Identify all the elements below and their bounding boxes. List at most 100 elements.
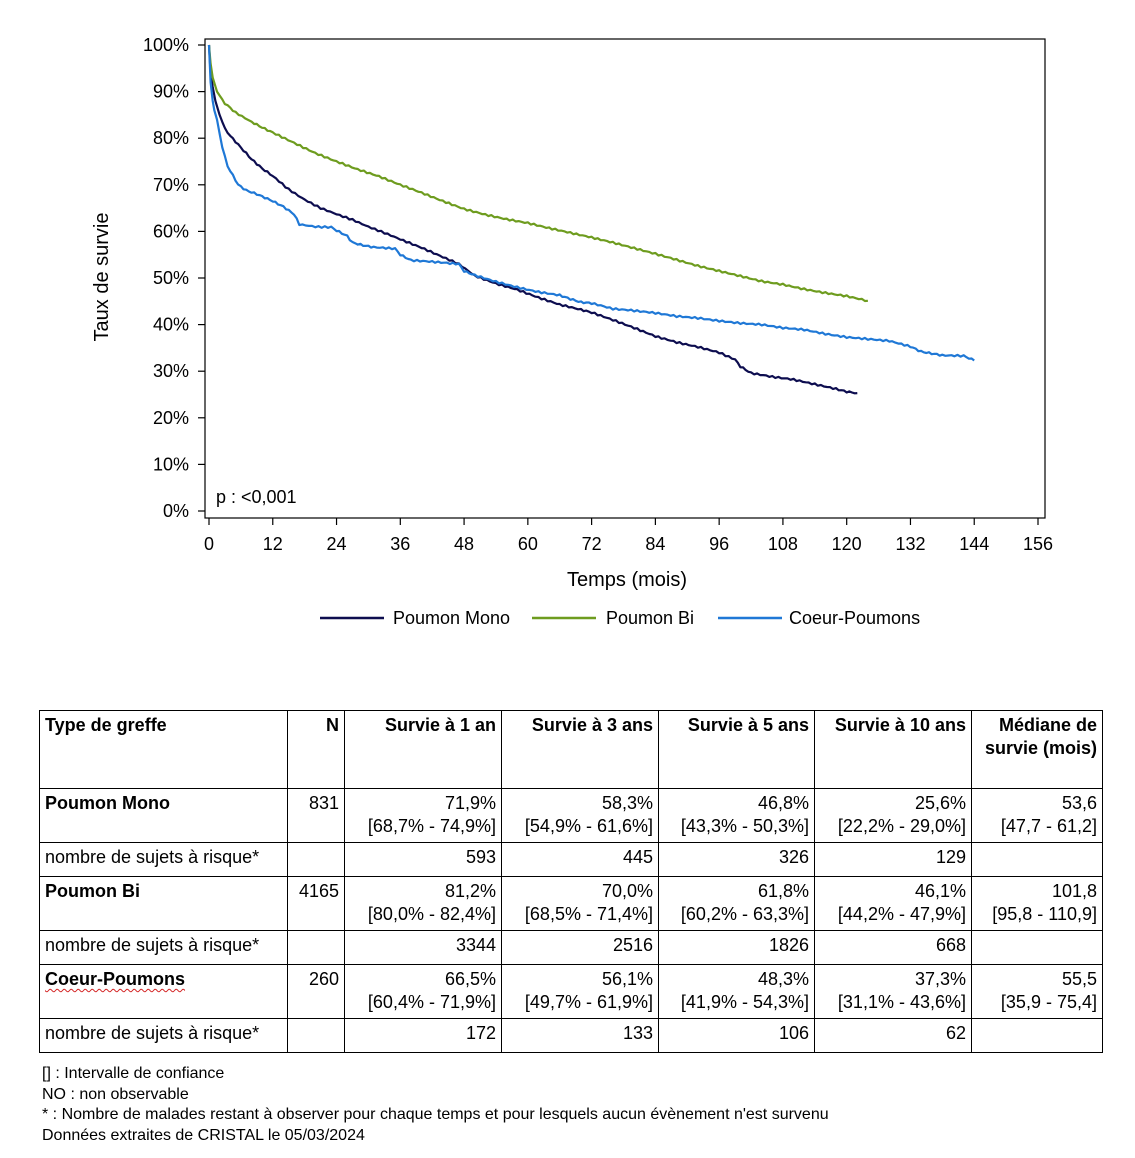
legend-label: Poumon Mono: [393, 608, 510, 628]
plot-frame: [204, 38, 1046, 519]
at-risk-10y: 62: [814, 1018, 972, 1053]
x-tick-label: 156: [1023, 534, 1053, 554]
cell-survival-5y: 48,3% [41,9% - 54,3%]: [658, 964, 815, 1019]
at-risk-1y: 172: [344, 1018, 502, 1053]
value: 53,6: [1061, 793, 1097, 813]
header-survival-5y: Survie à 5 ans: [658, 710, 815, 789]
cell-median: 55,5 [35,9 - 75,4]: [971, 964, 1103, 1019]
cell-survival-1y: 66,5% [60,4% - 71,9%]: [344, 964, 502, 1019]
at-risk-1y: 593: [344, 842, 502, 877]
series-line-coeur-poumons: [207, 44, 975, 362]
value: 46,1%: [914, 881, 966, 901]
header-survival-10y: Survie à 10 ans: [814, 710, 972, 789]
header-n: N: [287, 710, 345, 789]
y-tick-label: 10%: [153, 454, 189, 474]
x-tick-label: 24: [327, 534, 347, 554]
confidence-interval: [68,7% - 74,9%]: [367, 816, 496, 836]
x-tick-label: 12: [263, 534, 283, 554]
survival-chart: 0% 10% 20% 30% 40% 50% 60% 70% 80% 90% 100% 0 12 24 3…: [91, 35, 1053, 628]
value: 81,2%: [444, 881, 496, 901]
x-tick-label: 84: [645, 534, 665, 554]
value: 37,3%: [914, 969, 966, 989]
at-risk-3y: 2516: [501, 930, 659, 965]
cell-survival-10y: 37,3% [31,1% - 43,6%]: [814, 964, 972, 1019]
confidence-interval: [31,1% - 43,6%]: [837, 992, 966, 1012]
cell-median: 101,8 [95,8 - 110,9]: [971, 876, 1103, 931]
y-axis-label: Taux de survie: [91, 213, 113, 342]
value: 70,0%: [601, 881, 653, 901]
confidence-interval: [41,9% - 54,3%]: [680, 992, 809, 1012]
confidence-interval: [54,9% - 61,6%]: [524, 816, 653, 836]
y-tick-label: 60%: [153, 221, 189, 241]
cell-empty: [971, 842, 1103, 877]
confidence-interval: [95,8 - 110,9]: [992, 904, 1097, 924]
legend-label: Poumon Bi: [606, 608, 694, 628]
cell-empty: [287, 930, 345, 965]
at-risk-label: nombre de sujets à risque*: [39, 930, 288, 965]
at-risk-label: nombre de sujets à risque*: [39, 1018, 288, 1053]
value: 58,3%: [601, 793, 653, 813]
x-tick-label: 108: [768, 534, 798, 554]
y-tick-label: 100%: [143, 35, 189, 55]
cell-n: 260: [287, 964, 345, 1019]
value: 101,8: [1051, 881, 1097, 901]
series-lines: [207, 44, 975, 395]
cell-n: 831: [287, 788, 345, 843]
x-tick-label: 120: [832, 534, 862, 554]
at-risk-5y: 1826: [658, 930, 815, 965]
y-tick-label: 30%: [153, 361, 189, 381]
confidence-interval: [47,7 - 61,2]: [1000, 816, 1097, 836]
confidence-interval: [49,7% - 61,9%]: [524, 992, 653, 1012]
value: 48,3%: [757, 969, 809, 989]
cell-survival-3y: 70,0% [68,5% - 71,4%]: [501, 876, 659, 931]
y-tick-label: 90%: [153, 82, 189, 102]
y-axis: 0% 10% 20% 30% 40% 50% 60% 70% 80% 90% 100%: [143, 35, 205, 521]
value: 25,6%: [914, 793, 966, 813]
table-row-coeur-poumons: Coeur-Poumons 260 66,5% [60,4% - 71,9%] 5…: [39, 964, 1103, 1019]
x-axis: 0 12 24 36 48 60 72 84 96 108 120 132 144 156: [204, 518, 1053, 554]
series-line-poumon-mono: [207, 44, 858, 395]
footnotes: [] : Intervalle de confiance NO : non ob…: [42, 1064, 829, 1146]
table-header-row: Type de greffe N Survie à 1 an Survie à …: [39, 710, 1103, 789]
at-risk-3y: 133: [501, 1018, 659, 1053]
table-row-at-risk-coeur-poumons: nombre de sujets à risque* 172 133 106 6…: [39, 1018, 1103, 1053]
value: 56,1%: [601, 969, 653, 989]
confidence-interval: [22,2% - 29,0%]: [837, 816, 966, 836]
cell-survival-1y: 81,2% [80,0% - 82,4%]: [344, 876, 502, 931]
x-tick-label: 0: [204, 534, 214, 554]
cell-survival-5y: 61,8% [60,2% - 63,3%]: [658, 876, 815, 931]
y-tick-label: 80%: [153, 128, 189, 148]
x-tick-label: 96: [709, 534, 729, 554]
y-tick-label: 0%: [163, 501, 189, 521]
value: 66,5%: [444, 969, 496, 989]
confidence-interval: [80,0% - 82,4%]: [367, 904, 496, 924]
survival-table: Type de greffe N Survie à 1 an Survie à …: [39, 710, 1103, 1053]
spellcheck-underline: Coeur-Poumons: [45, 969, 186, 989]
confidence-interval: [68,5% - 71,4%]: [524, 904, 653, 924]
p-value-annotation: p : <0,001: [216, 487, 297, 507]
cell-survival-5y: 46,8% [43,3% - 50,3%]: [658, 788, 815, 843]
cell-n: 4165: [287, 876, 345, 931]
cell-survival-10y: 46,1% [44,2% - 47,9%]: [814, 876, 972, 931]
at-risk-10y: 668: [814, 930, 972, 965]
x-tick-label: 72: [582, 534, 602, 554]
at-risk-label: nombre de sujets à risque*: [39, 842, 288, 877]
x-tick-label: 144: [959, 534, 989, 554]
confidence-interval: [35,9 - 75,4]: [1000, 992, 1097, 1012]
confidence-interval: [44,2% - 47,9%]: [837, 904, 966, 924]
at-risk-5y: 326: [658, 842, 815, 877]
group-label: Poumon Mono: [39, 788, 288, 843]
cell-empty: [971, 1018, 1103, 1053]
value: 61,8%: [757, 881, 809, 901]
value: 46,8%: [757, 793, 809, 813]
cell-empty: [287, 842, 345, 877]
table-row-at-risk-poumon-bi: nombre de sujets à risque* 3344 2516 182…: [39, 930, 1103, 965]
footnote-no: NO : non observable: [42, 1085, 189, 1103]
table-row-poumon-bi: Poumon Bi 4165 81,2% [80,0% - 82,4%] 70,0…: [39, 876, 1103, 931]
footnote-at-risk: * : Nombre de malades restant à observer…: [42, 1106, 829, 1123]
confidence-interval: [60,2% - 63,3%]: [680, 904, 809, 924]
value: 55,5: [1061, 969, 1097, 989]
cell-survival-1y: 71,9% [68,7% - 74,9%]: [344, 788, 502, 843]
at-risk-3y: 445: [501, 842, 659, 877]
y-tick-label: 40%: [153, 315, 189, 335]
